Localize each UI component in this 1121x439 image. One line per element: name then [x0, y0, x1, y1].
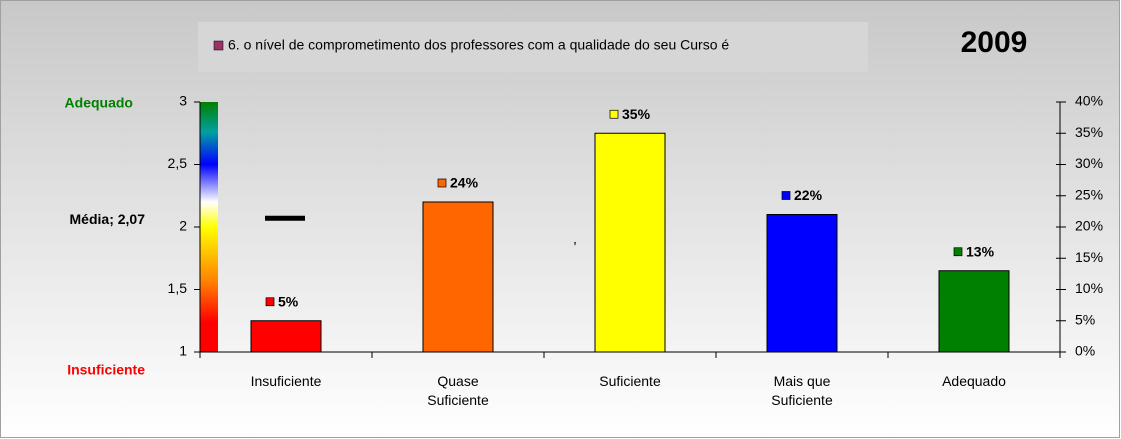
x-tick-label: Mais que Suficiente: [771, 373, 833, 408]
y-tick-label: 1,5: [168, 280, 188, 296]
value-label-marker: [953, 247, 963, 257]
x-tick-label: Suficiente: [599, 373, 661, 389]
y2-tick-label: 25%: [1075, 186, 1103, 202]
y2-tick-label: 0%: [1075, 343, 1095, 359]
value-label: 5%: [278, 293, 299, 309]
x-tick-label: Insuficiente: [250, 373, 322, 389]
y2-tick-label: 5%: [1075, 311, 1095, 327]
y2-tick-label: 20%: [1075, 218, 1103, 234]
value-label: 24%: [450, 175, 479, 191]
x-tick-label: Quase Suficiente: [427, 373, 489, 408]
bar: [422, 201, 494, 353]
bar: [594, 132, 666, 353]
value-label: 35%: [622, 106, 651, 122]
y-tick-label: 2: [179, 218, 187, 234]
y2-tick-label: 35%: [1075, 124, 1103, 140]
value-label-marker: [437, 178, 447, 188]
bar: [938, 270, 1010, 353]
y2-tick-label: 30%: [1075, 155, 1103, 171]
x-tick-label: Adequado: [942, 373, 1006, 389]
value-label-marker: [609, 109, 619, 119]
chart-title: 2009: [961, 26, 1028, 59]
value-label: 13%: [966, 243, 995, 259]
bar: [766, 214, 838, 353]
y-tick-label: 2,5: [168, 155, 188, 171]
scale-top-label: Adequado: [65, 95, 133, 111]
y2-tick-label: 15%: [1075, 249, 1103, 265]
annotation: ,: [573, 231, 577, 247]
y-tick-label: 1: [179, 343, 187, 359]
y-tick-label: 3: [179, 93, 187, 109]
y2-tick-label: 40%: [1075, 93, 1103, 109]
legend-marker: [213, 40, 224, 51]
value-label-marker: [781, 191, 791, 200]
mean-label: Média; 2,07: [70, 211, 146, 227]
scale-bottom-label: Insuficiente: [67, 362, 145, 378]
legend-label: 6. o nível de comprometimento dos profes…: [228, 37, 729, 53]
value-label: 22%: [794, 187, 823, 203]
legend-box: [198, 22, 868, 72]
y2-tick-label: 10%: [1075, 280, 1103, 296]
bar: [250, 320, 322, 353]
color-scale: [200, 102, 218, 352]
value-label-marker: [265, 297, 275, 307]
